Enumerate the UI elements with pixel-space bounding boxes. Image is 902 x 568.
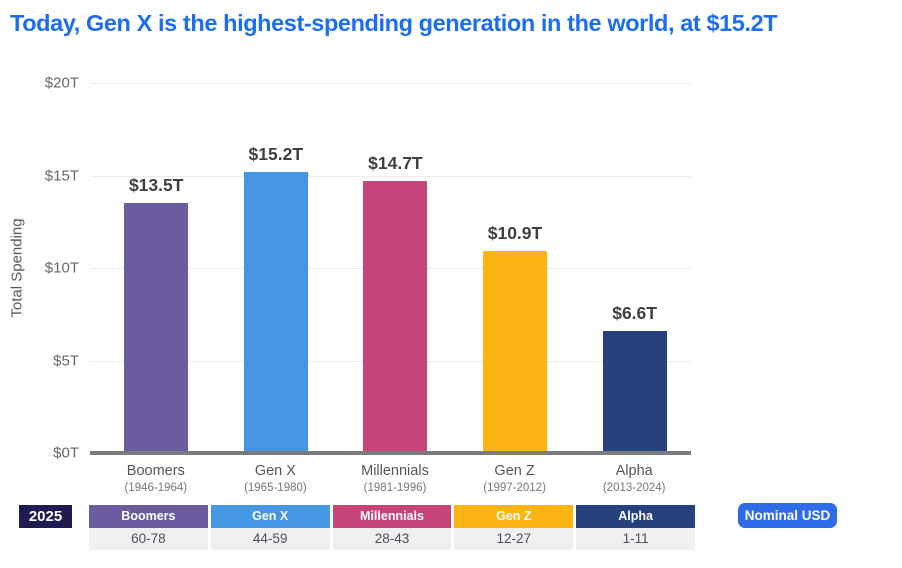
age-table-header-millennials: Millennials — [332, 505, 452, 528]
age-table-column-gen-z: Gen Z 12-27 — [454, 505, 574, 550]
nominal-usd-button[interactable]: Nominal USD — [738, 503, 837, 528]
category-years: (1997-2012) — [483, 482, 546, 494]
category-label: Millennials — [361, 463, 429, 479]
age-table-ages: 44-59 — [210, 528, 330, 550]
category-label: Gen X — [254, 463, 296, 479]
chart-title: Today, Gen X is the highest-spending gen… — [10, 10, 778, 36]
gridline — [90, 83, 691, 84]
age-table-header-boomers: Boomers — [89, 505, 208, 528]
category-years: (1946-1964) — [124, 482, 188, 494]
category-label-group: Boomers (1946-1964) — [96, 463, 216, 494]
age-table-header-gen-z: Gen Z — [454, 505, 574, 528]
category-years: (2013-2024) — [602, 482, 666, 494]
age-table: Boomers 60-78 Gen X 44-59 Millennials 28-43 Ge… — [89, 505, 695, 550]
gridline — [90, 175, 691, 177]
category-years: (1981-1996) — [363, 482, 427, 494]
age-table-column-gen-x: Gen X 44-59 — [210, 505, 330, 550]
bar-value-label: $15.2T — [248, 143, 304, 164]
plot-area: $13.5T $15.2T $14.7T $10.9T $6.6T — [90, 83, 691, 455]
age-table-ages: 1-11 — [576, 528, 695, 550]
category-label-group: Alpha (2013-2024) — [574, 463, 694, 494]
y-axis-ticks: $0T $5T $10T $15T $20T — [0, 0, 79, 568]
bar-millennials — [363, 181, 428, 453]
bar-slot-gen-x: $15.2T — [216, 83, 336, 453]
bar-alpha — [602, 330, 667, 453]
age-table-header-gen-x: Gen X — [210, 505, 330, 528]
bar-slot-gen-z: $10.9T — [455, 83, 575, 453]
bar-value-label: $10.9T — [487, 223, 543, 244]
y-tick-label: $20T — [44, 74, 79, 92]
year-badge: 2025 — [19, 505, 72, 528]
category-label: Boomers — [126, 463, 185, 479]
bar-slot-millennials: $14.7T — [336, 83, 456, 453]
bar-value-label: $6.6T — [612, 302, 657, 323]
bar-value-label: $13.5T — [128, 175, 184, 196]
category-label-group: Gen Z (1997-2012) — [455, 463, 575, 494]
y-tick-label: $5T — [53, 352, 79, 369]
age-table-column-millennials: Millennials 28-43 — [332, 505, 452, 550]
age-table-ages: 12-27 — [454, 528, 574, 550]
y-tick-label: $10T — [44, 259, 79, 277]
x-axis-line — [90, 451, 691, 455]
category-years: (1965-1980) — [244, 482, 307, 494]
age-table-header-alpha: Alpha — [576, 505, 695, 528]
bar-slot-alpha: $6.6T — [575, 83, 695, 453]
y-tick-label: $15T — [44, 167, 79, 184]
age-table-column-boomers: Boomers 60-78 — [89, 505, 208, 550]
age-table-ages: 60-78 — [89, 528, 208, 550]
bar-boomers — [124, 203, 189, 453]
category-label: Gen Z — [494, 463, 535, 479]
bar-gen-z — [482, 251, 547, 453]
y-tick-label: $0T — [53, 444, 79, 462]
category-label-group: Gen X (1965-1980) — [216, 463, 336, 494]
bar-gen-x — [243, 171, 308, 453]
age-table-ages: 28-43 — [332, 528, 452, 550]
category-label: Alpha — [615, 463, 653, 479]
age-table-column-alpha: Alpha 1-11 — [576, 505, 695, 550]
category-label-group: Millennials (1981-1996) — [335, 463, 455, 494]
bar-value-label: $14.7T — [368, 153, 423, 174]
bar-slot-boomers: $13.5T — [96, 83, 216, 453]
x-axis-labels: Boomers (1946-1964) Gen X (1965-1980) Millen… — [96, 463, 694, 494]
